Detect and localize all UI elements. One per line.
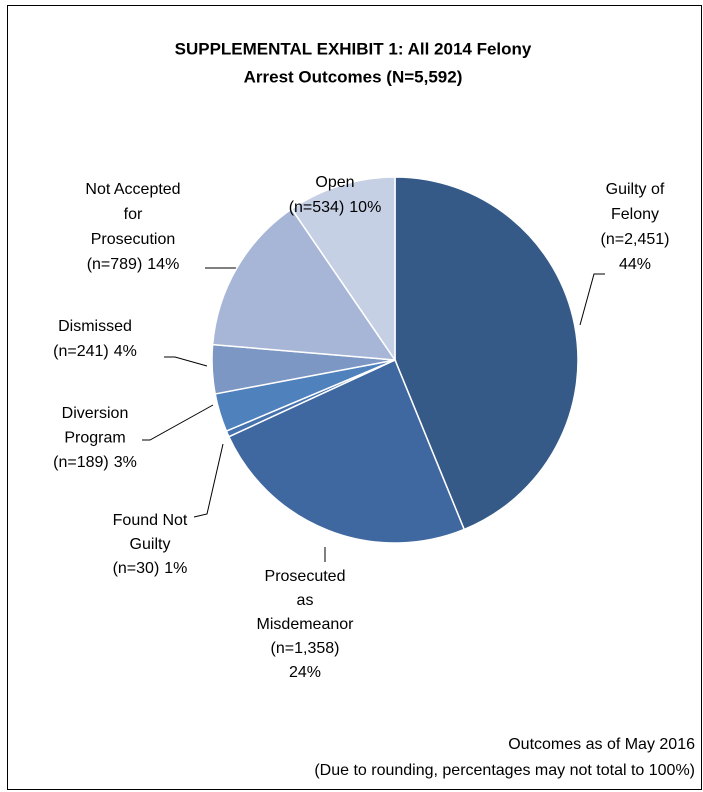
data-label-part: (n=241) <box>53 343 109 360</box>
data-label-part: Found Not <box>113 512 188 529</box>
data-label-part: as <box>297 592 314 609</box>
leader-line <box>142 404 214 441</box>
data-label-part: 14% <box>147 256 179 273</box>
data-label: 24% <box>289 664 321 681</box>
data-label-part: Misdemeanor <box>257 616 355 633</box>
chart-title: Arrest Outcomes (N=5,592) <box>244 67 463 86</box>
data-label-part: Guilty <box>130 536 171 553</box>
data-label-part: Felony <box>611 206 659 223</box>
data-label: Prosecuted <box>265 568 346 585</box>
data-label: (n=789) 14% <box>87 256 180 273</box>
note: (Due to rounding, percentages may not to… <box>314 762 695 779</box>
data-label: Found Not <box>113 512 188 529</box>
data-label: as <box>297 592 314 609</box>
data-label: Dismissed <box>58 318 132 335</box>
pie-slice <box>290 176 396 363</box>
data-label: (n=241) 4% <box>53 343 137 360</box>
data-label-part: 44% <box>619 256 651 273</box>
data-label-part: (n=1,358) <box>271 640 340 657</box>
data-label: Diversion <box>62 405 129 422</box>
data-label: (n=189) 3% <box>53 454 137 471</box>
data-label-part: 4% <box>114 343 137 360</box>
data-label-part: (n=189) <box>53 454 109 471</box>
note: Outcomes as of May 2016 <box>508 736 695 753</box>
data-label-part: Program <box>64 430 125 447</box>
data-label: Open <box>315 174 354 191</box>
data-label: 44% <box>619 256 651 273</box>
data-label: Not Accepted <box>85 181 180 198</box>
data-label-part: 24% <box>289 664 321 681</box>
data-label-part: (n=789) <box>87 256 143 273</box>
data-label-part: Guilty of <box>606 181 665 198</box>
leader-line <box>579 273 605 326</box>
data-label: Prosecution <box>91 231 176 248</box>
leader-line <box>164 356 208 367</box>
data-label-part: for <box>124 206 143 223</box>
data-label: for <box>124 206 143 223</box>
data-label: (n=1,358) <box>271 640 340 657</box>
data-label: (n=534) 10% <box>289 199 382 216</box>
data-label-part: Diversion <box>62 405 129 422</box>
data-label: (n=30) 1% <box>113 560 188 577</box>
data-label: Program <box>64 430 125 447</box>
data-label-part: Prosecuted <box>265 568 346 585</box>
data-label-part: Prosecution <box>91 231 176 248</box>
data-label: (n=2,451) <box>601 231 670 248</box>
data-label-part: 1% <box>164 560 187 577</box>
leader-line <box>193 443 224 518</box>
data-label: Guilty <box>130 536 171 553</box>
data-label: Felony <box>611 206 659 223</box>
data-label: Misdemeanor <box>257 616 355 633</box>
data-label-part: (n=534) <box>289 199 345 216</box>
pie-slice <box>227 358 466 544</box>
data-label-part: Not Accepted <box>85 181 180 198</box>
data-label-part: Dismissed <box>58 318 132 335</box>
pie-slice <box>394 176 579 531</box>
pie-slice <box>211 207 397 361</box>
data-label-part: Open <box>315 174 354 191</box>
data-label: Guilty of <box>606 181 665 198</box>
data-label-part: 10% <box>349 199 381 216</box>
data-label-part: (n=30) <box>113 560 160 577</box>
data-label-part: (n=2,451) <box>601 231 670 248</box>
chart-title: SUPPLEMENTAL EXHIBIT 1: All 2014 Felony <box>175 39 532 58</box>
data-label-part: 3% <box>114 454 137 471</box>
